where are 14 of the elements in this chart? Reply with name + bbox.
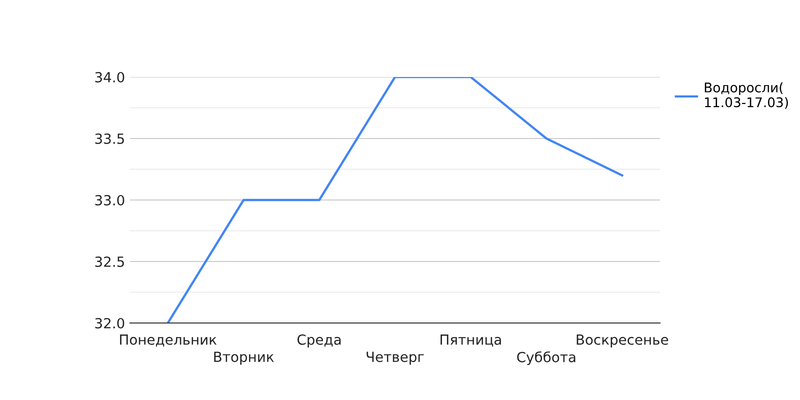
y-tick-label: 33.5: [95, 133, 124, 144]
x-tick-label: Понедельник: [120, 334, 217, 347]
y-tick-label: 32.5: [95, 256, 124, 267]
x-tick-label: Четверг: [366, 352, 424, 365]
x-tick-label: Суббота: [517, 351, 576, 366]
x-tick-label: Вторник: [214, 352, 274, 365]
x-tick-label: Пятница: [440, 334, 501, 347]
y-tick-label: 34.0: [95, 72, 124, 82]
legend-label: Водоросли( 11.03-17.03): [704, 82, 788, 109]
line-series: [166, 77, 624, 323]
x-tick-label: Воскресенье: [576, 334, 668, 348]
y-tick-label: 32.0: [95, 318, 124, 328]
x-tick-label: Среда: [297, 334, 341, 348]
y-tick-label: 33.0: [95, 194, 124, 206]
